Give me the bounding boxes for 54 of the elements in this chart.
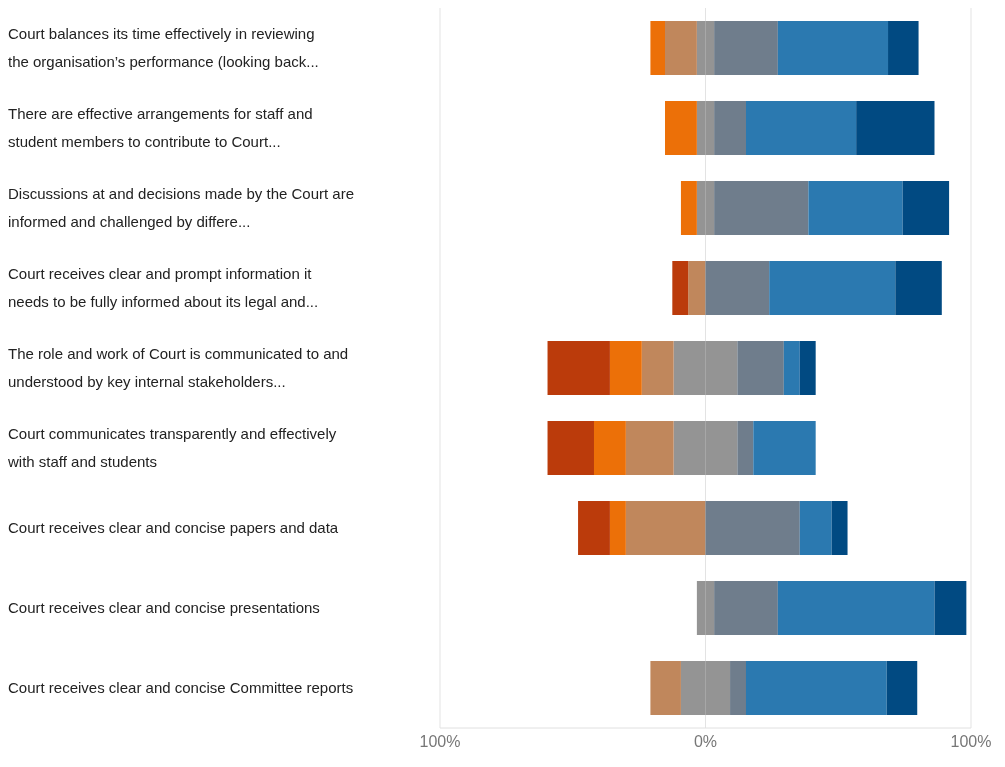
x-tick-label: 100%	[419, 733, 461, 751]
y-tick-label: Court receives clear and concise Committee reports	[8, 679, 354, 696]
bar	[547, 421, 594, 475]
bar	[625, 501, 706, 555]
bar	[641, 341, 674, 395]
bar	[714, 101, 746, 155]
y-tick-label: There are effective arrangements for staff and student members to contribute to Court...	[8, 105, 313, 150]
bar	[886, 661, 918, 715]
bar	[799, 501, 832, 555]
y-tick-label: Court receives clear and concise presentations	[8, 599, 320, 616]
bar	[783, 341, 800, 395]
bar	[769, 261, 896, 315]
bar	[714, 581, 778, 635]
bar	[625, 421, 674, 475]
y-tick-label: The role and work of Court is communicated to and understood by key internal stakeholders...	[8, 345, 349, 390]
bar	[688, 261, 706, 315]
bar	[714, 181, 809, 235]
bar	[714, 21, 778, 75]
bar	[856, 101, 935, 155]
x-tick-label: 100%	[950, 733, 992, 751]
x-tick-label: 0%	[693, 733, 718, 751]
bar	[753, 421, 816, 475]
bar	[808, 181, 903, 235]
bar	[745, 661, 887, 715]
bar	[895, 261, 942, 315]
bar	[730, 661, 746, 715]
bar	[578, 501, 610, 555]
bar	[650, 661, 681, 715]
bar	[745, 101, 857, 155]
bar	[547, 341, 610, 395]
y-tick-label: Court receives clear and prompt information it needs to be fully informed about its legal and...	[8, 265, 319, 310]
bar	[737, 341, 784, 395]
bar	[777, 21, 889, 75]
bar	[799, 341, 816, 395]
bar	[705, 501, 800, 555]
bar	[672, 261, 689, 315]
bar	[831, 501, 848, 555]
bar	[665, 21, 697, 75]
bar	[934, 581, 967, 635]
bar	[705, 261, 770, 315]
bar	[737, 421, 754, 475]
y-tick-label: Court balances its time effectively in reviewing the organisation’s performance (looking back...	[8, 25, 319, 70]
y-tick-label: Discussions at and decisions made by the Court are informed and challenged by differe...	[8, 185, 355, 230]
bar	[609, 501, 626, 555]
bar	[888, 21, 919, 75]
bar	[650, 21, 666, 75]
bar	[902, 181, 950, 235]
bar	[609, 341, 642, 395]
bar	[777, 581, 935, 635]
bar	[593, 421, 626, 475]
bar	[680, 181, 697, 235]
bar	[665, 101, 697, 155]
y-tick-label: Court receives clear and concise papers and data	[8, 519, 339, 536]
y-tick-label: Court communicates transparently and effectively with staff and students	[7, 425, 337, 470]
